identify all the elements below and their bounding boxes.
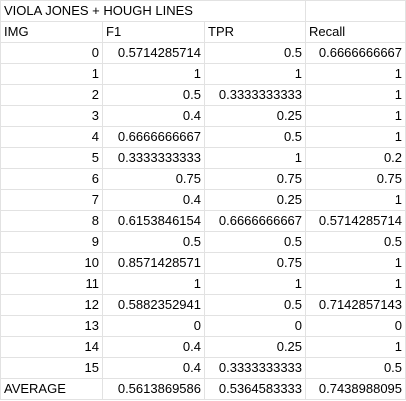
empty-cell[interactable] xyxy=(305,0,406,22)
table-row: 9 0.5 0.5 0.5 xyxy=(0,231,406,253)
title-row: VIOLA JONES + HOUGH LINES xyxy=(0,0,406,22)
cell-recall[interactable]: 1 xyxy=(305,105,406,127)
average-row: AVERAGE 0.5613869586 0.5364583333 0.7438988… xyxy=(0,378,406,400)
cell-f1[interactable]: 0.5 xyxy=(102,84,205,106)
table-row: 12 0.5882352941 0.5 0.7142857143 xyxy=(0,294,406,316)
header-row: IMG F1 TPR Recall xyxy=(0,21,406,43)
header-cell-tpr[interactable]: TPR xyxy=(203,21,307,43)
cell-f1[interactable]: 0 xyxy=(102,315,205,337)
cell-img[interactable]: 0 xyxy=(0,42,103,64)
table-row: 8 0.6153846154 0.6666666667 0.5714285714 xyxy=(0,210,406,232)
table-row: 13 0 0 0 xyxy=(0,315,406,337)
cell-f1[interactable]: 0.3333333333 xyxy=(102,147,205,169)
cell-img[interactable]: 13 xyxy=(0,315,103,337)
cell-img[interactable]: 14 xyxy=(0,336,103,358)
cell-tpr[interactable]: 0.6666666667 xyxy=(203,210,307,232)
cell-tpr[interactable]: 0.5 xyxy=(203,126,307,148)
cell-tpr[interactable]: 1 xyxy=(203,147,307,169)
cell-recall[interactable]: 0.7142857143 xyxy=(305,294,406,316)
table-row: 3 0.4 0.25 1 xyxy=(0,105,406,127)
table-row: 5 0.3333333333 1 0.2 xyxy=(0,147,406,169)
cell-recall[interactable]: 1 xyxy=(305,252,406,274)
cell-recall[interactable]: 1 xyxy=(305,84,406,106)
header-cell-recall[interactable]: Recall xyxy=(305,21,406,43)
table-row: 7 0.4 0.25 1 xyxy=(0,189,406,211)
cell-recall[interactable]: 0.75 xyxy=(305,168,406,190)
cell-recall[interactable]: 0 xyxy=(305,315,406,337)
cell-f1[interactable]: 1 xyxy=(102,63,205,85)
average-cell-recall[interactable]: 0.7438988095 xyxy=(305,378,406,400)
cell-recall[interactable]: 1 xyxy=(305,126,406,148)
cell-recall[interactable]: 0.2 xyxy=(305,147,406,169)
cell-f1[interactable]: 0.6666666667 xyxy=(102,126,205,148)
cell-f1[interactable]: 0.5714285714 xyxy=(102,42,205,64)
cell-f1[interactable]: 0.5 xyxy=(102,231,205,253)
cell-img[interactable]: 10 xyxy=(0,252,103,274)
table-row: 14 0.4 0.25 1 xyxy=(0,336,406,358)
cell-img[interactable]: 11 xyxy=(0,273,103,295)
cell-tpr[interactable]: 0.75 xyxy=(203,168,307,190)
cell-f1[interactable]: 0.4 xyxy=(102,105,205,127)
cell-img[interactable]: 1 xyxy=(0,63,103,85)
table-row: 11 1 1 1 xyxy=(0,273,406,295)
cell-recall[interactable]: 0.6666666667 xyxy=(305,42,406,64)
cell-f1[interactable]: 0.8571428571 xyxy=(102,252,205,274)
cell-tpr[interactable]: 0 xyxy=(203,315,307,337)
cell-f1[interactable]: 1 xyxy=(102,273,205,295)
cell-img[interactable]: 8 xyxy=(0,210,103,232)
cell-f1[interactable]: 0.75 xyxy=(102,168,205,190)
cell-tpr[interactable]: 0.25 xyxy=(203,105,307,127)
cell-img[interactable]: 4 xyxy=(0,126,103,148)
cell-tpr[interactable]: 0.3333333333 xyxy=(203,84,307,106)
cell-f1[interactable]: 0.4 xyxy=(102,189,205,211)
header-cell-f1[interactable]: F1 xyxy=(102,21,205,43)
cell-tpr[interactable]: 0.75 xyxy=(203,252,307,274)
header-cell-img[interactable]: IMG xyxy=(0,21,103,43)
cell-f1[interactable]: 0.4 xyxy=(102,336,205,358)
cell-tpr[interactable]: 1 xyxy=(203,273,307,295)
average-cell-f1[interactable]: 0.5613869586 xyxy=(102,378,205,400)
cell-tpr[interactable]: 0.5 xyxy=(203,42,307,64)
table-row: 10 0.8571428571 0.75 1 xyxy=(0,252,406,274)
cell-img[interactable]: 9 xyxy=(0,231,103,253)
table-row: 15 0.4 0.3333333333 0.5 xyxy=(0,357,406,379)
cell-f1[interactable]: 0.4 xyxy=(102,357,205,379)
cell-img[interactable]: 15 xyxy=(0,357,103,379)
cell-img[interactable]: 7 xyxy=(0,189,103,211)
cell-recall[interactable]: 0.5 xyxy=(305,357,406,379)
cell-recall[interactable]: 1 xyxy=(305,63,406,85)
table-row: 2 0.5 0.3333333333 1 xyxy=(0,84,406,106)
cell-f1[interactable]: 0.5882352941 xyxy=(102,294,205,316)
average-cell-tpr[interactable]: 0.5364583333 xyxy=(203,378,307,400)
sheet-title-cell[interactable]: VIOLA JONES + HOUGH LINES xyxy=(0,0,307,22)
cell-f1[interactable]: 0.6153846154 xyxy=(102,210,205,232)
table-row: 0 0.5714285714 0.5 0.6666666667 xyxy=(0,42,406,64)
cell-recall[interactable]: 1 xyxy=(305,336,406,358)
cell-recall[interactable]: 0.5 xyxy=(305,231,406,253)
cell-tpr[interactable]: 0.25 xyxy=(203,336,307,358)
cell-img[interactable]: 5 xyxy=(0,147,103,169)
cell-tpr[interactable]: 0.5 xyxy=(203,294,307,316)
cell-recall[interactable]: 1 xyxy=(305,273,406,295)
cell-img[interactable]: 3 xyxy=(0,105,103,127)
cell-tpr[interactable]: 0.3333333333 xyxy=(203,357,307,379)
cell-recall[interactable]: 1 xyxy=(305,189,406,211)
average-label-cell[interactable]: AVERAGE xyxy=(0,378,103,400)
table-row: 6 0.75 0.75 0.75 xyxy=(0,168,406,190)
cell-tpr[interactable]: 0.25 xyxy=(203,189,307,211)
cell-tpr[interactable]: 1 xyxy=(203,63,307,85)
cell-img[interactable]: 2 xyxy=(0,84,103,106)
cell-recall[interactable]: 0.5714285714 xyxy=(305,210,406,232)
table-row: 4 0.6666666667 0.5 1 xyxy=(0,126,406,148)
cell-tpr[interactable]: 0.5 xyxy=(203,231,307,253)
cell-img[interactable]: 6 xyxy=(0,168,103,190)
cell-img[interactable]: 12 xyxy=(0,294,103,316)
